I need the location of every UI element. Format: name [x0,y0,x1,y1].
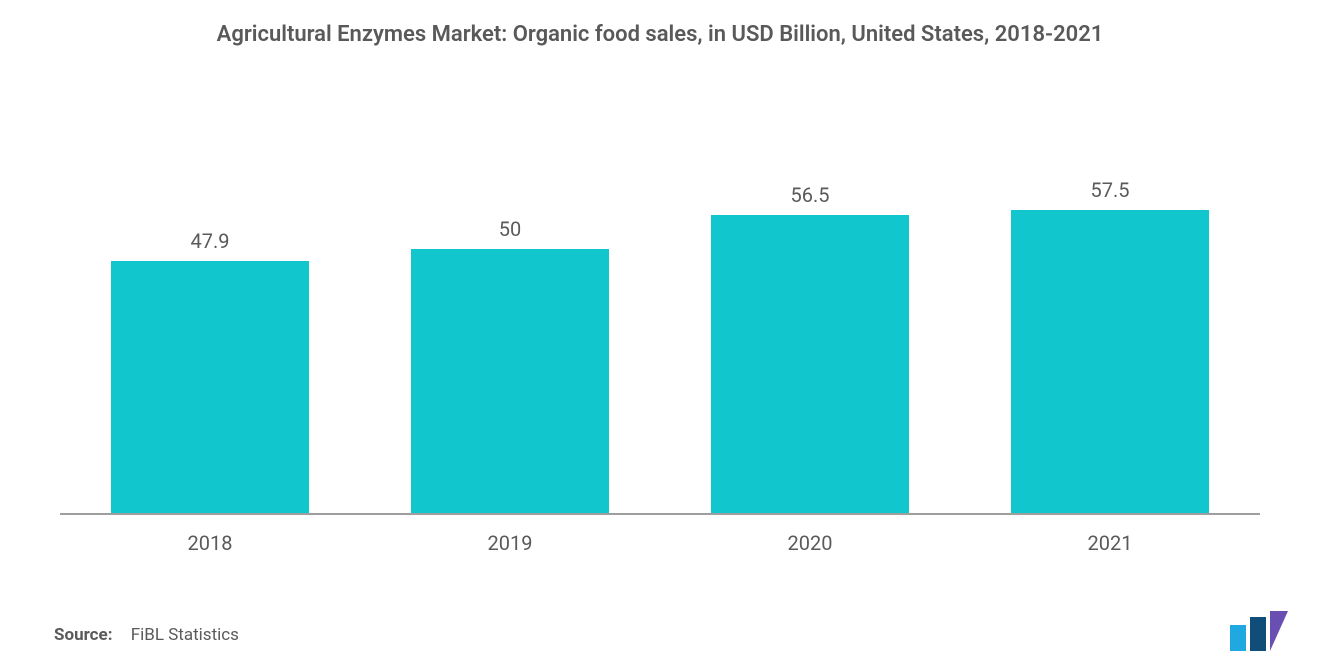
bar-value-label: 56.5 [791,183,830,207]
brand-logo-icon [1228,611,1290,651]
source-value: FiBL Statistics [131,625,239,645]
x-label-2018: 2018 [60,531,360,555]
bar-slot-2018: 47.9 [60,90,360,515]
bar-slot-2019: 50 [360,90,660,515]
source-footer: Source: FiBL Statistics [54,625,239,645]
plot-area: 47.9 50 56.5 57.5 [60,90,1260,515]
x-label-2019: 2019 [360,531,660,555]
bar-rect-2020 [711,215,909,515]
chart-title: Agricultural Enzymes Market: Organic foo… [0,22,1320,47]
bar-value-label: 57.5 [1091,178,1130,202]
x-axis-labels: 2018 2019 2020 2021 [60,531,1260,555]
bar-value-label: 47.9 [191,229,230,253]
x-label-2021: 2021 [960,531,1260,555]
chart-container: Agricultural Enzymes Market: Organic foo… [0,0,1320,665]
source-key: Source: [54,625,112,645]
bar-slot-2021: 57.5 [960,90,1260,515]
x-label-2020: 2020 [660,531,960,555]
bars-group: 47.9 50 56.5 57.5 [60,90,1260,515]
bar-rect-2021 [1011,210,1209,515]
x-axis-baseline [60,513,1260,515]
bar-rect-2018 [111,261,309,515]
bar-rect-2019 [411,249,609,515]
bar-slot-2020: 56.5 [660,90,960,515]
bar-value-label: 50 [499,217,521,241]
